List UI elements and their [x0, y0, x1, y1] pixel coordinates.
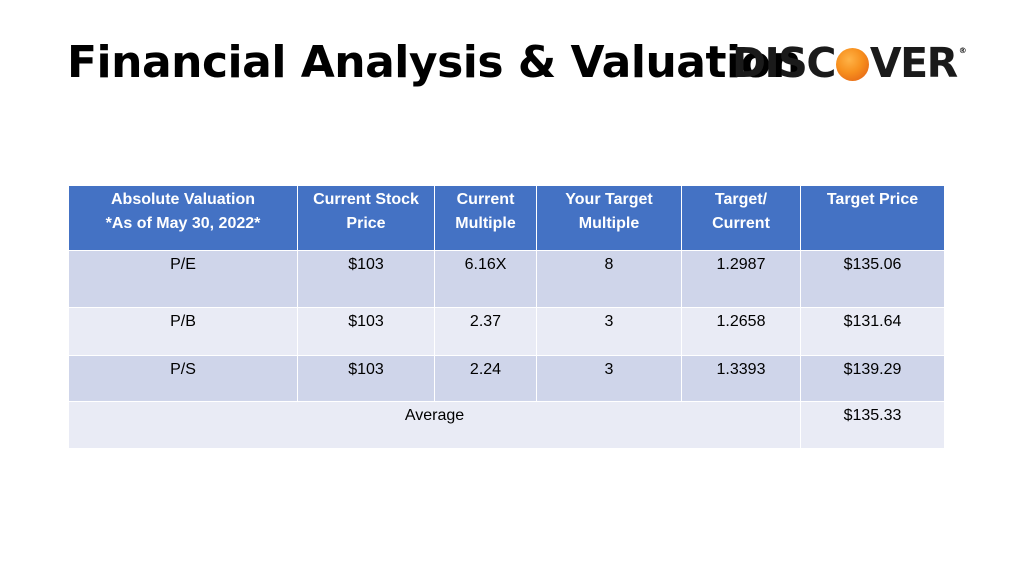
valuation-table: Absolute Valuation *As of May 30, 2022* …: [68, 185, 945, 449]
cell-current-multiple: 2.37: [434, 307, 537, 356]
table-row: P/E $103 6.16X 8 1.2987 $135.06: [68, 250, 945, 308]
cell-target-current: 1.2987: [681, 250, 801, 308]
cell-target-multiple: 3: [536, 307, 682, 356]
header-target-multiple: Your Target Multiple: [536, 185, 682, 251]
cell-metric: P/B: [68, 307, 298, 356]
cell-metric: P/E: [68, 250, 298, 308]
cell-current-multiple: 6.16X: [434, 250, 537, 308]
header-current-stock-price: Current Stock Price: [297, 185, 435, 251]
table-row: P/B $103 2.37 3 1.2658 $131.64: [68, 307, 945, 356]
cell-metric: P/S: [68, 355, 298, 402]
header-target-current: Target/ Current: [681, 185, 801, 251]
logo-text-start: DISC: [732, 39, 836, 87]
table-row: P/S $103 2.24 3 1.3393 $139.29: [68, 355, 945, 402]
cell-target-multiple: 8: [536, 250, 682, 308]
table-header-row: Absolute Valuation *As of May 30, 2022* …: [68, 185, 945, 251]
header-absolute-valuation: Absolute Valuation *As of May 30, 2022*: [68, 185, 298, 251]
average-target-price: $135.33: [800, 401, 945, 449]
cell-stock-price: $103: [297, 355, 435, 402]
header-current-multiple: Current Multiple: [434, 185, 537, 251]
cell-target-multiple: 3: [536, 355, 682, 402]
logo-registered-mark: ®: [958, 46, 967, 55]
cell-current-multiple: 2.24: [434, 355, 537, 402]
average-label: Average: [68, 401, 801, 449]
discover-logo: DISC VER ®: [732, 39, 967, 87]
cell-target-price: $139.29: [800, 355, 945, 402]
average-row: Average $135.33: [68, 401, 945, 449]
logo-text-end: VER: [869, 39, 958, 87]
cell-target-current: 1.2658: [681, 307, 801, 356]
logo-orange-circle-icon: [835, 47, 869, 81]
slide-title: Financial Analysis & Valuation: [67, 37, 802, 88]
cell-target-current: 1.3393: [681, 355, 801, 402]
cell-stock-price: $103: [297, 307, 435, 356]
header-target-price: Target Price: [800, 185, 945, 251]
cell-stock-price: $103: [297, 250, 435, 308]
cell-target-price: $131.64: [800, 307, 945, 356]
cell-target-price: $135.06: [800, 250, 945, 308]
